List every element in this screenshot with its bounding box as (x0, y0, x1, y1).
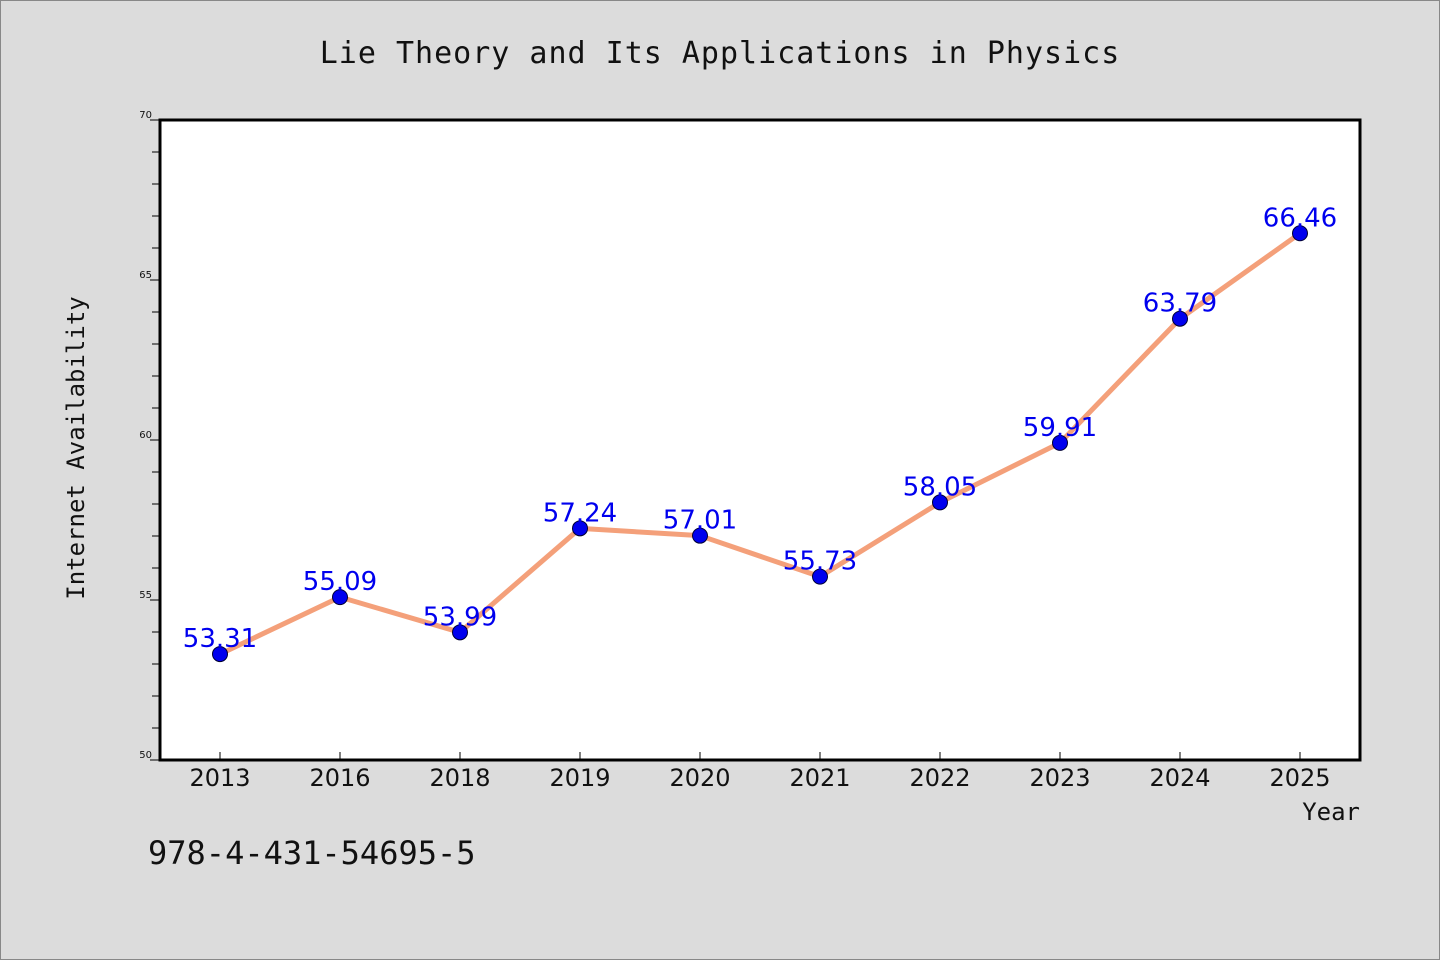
data-point (332, 589, 348, 606)
y-tick-label: 60 (139, 430, 152, 441)
x-tick-label: 2023 (1029, 764, 1090, 792)
data-point (212, 646, 228, 663)
y-tick-label: 50 (139, 750, 152, 761)
data-point (572, 520, 588, 537)
data-point (692, 527, 708, 544)
data-label: 57.24 (543, 498, 617, 528)
x-axis-label: Year (1302, 798, 1360, 826)
y-axis: 50 55 60 65 70 (139, 110, 160, 761)
y-tick-label: 55 (139, 590, 152, 601)
data-label: 55.73 (783, 547, 857, 577)
x-tick-label: 2016 (309, 764, 370, 792)
chart-title: Lie Theory and Its Applications in Physi… (320, 36, 1121, 71)
x-tick-label: 2022 (909, 764, 970, 792)
isbn-code: 978-4-431-54695-5 (148, 834, 476, 872)
data-label: 53.99 (423, 602, 497, 632)
y-tick-label: 70 (139, 110, 152, 121)
x-tick-label: 2018 (429, 764, 490, 792)
x-tick-label: 2025 (1269, 764, 1330, 792)
x-tick-label: 2013 (189, 764, 250, 792)
plot-area (158, 118, 1362, 762)
data-labels-group: 53.31 55.09 53.99 57.24 57.01 55.73 58.05 59.91… (183, 203, 1337, 654)
markers-group (212, 225, 1308, 663)
x-tick-label: 2020 (669, 764, 730, 792)
series-line-group (217, 230, 1303, 657)
data-label: 55.09 (303, 567, 377, 597)
x-tick-label: 2024 (1149, 764, 1210, 792)
data-label: 58.05 (903, 472, 977, 502)
data-point (1292, 225, 1308, 242)
data-point (452, 624, 468, 641)
y-axis-label: Internet Availability (62, 296, 90, 599)
data-point (932, 494, 948, 511)
data-point (1052, 434, 1068, 451)
y-tick-label: 65 (139, 270, 152, 281)
data-label: 66.46 (1263, 203, 1337, 233)
data-label: 57.01 (663, 506, 737, 536)
data-label: 63.79 (1143, 289, 1217, 319)
data-point (1172, 310, 1188, 327)
data-point (812, 568, 828, 585)
series-line (217, 230, 1303, 657)
x-tick-label: 2019 (549, 764, 610, 792)
data-label: 53.31 (183, 624, 257, 654)
x-axis: 2013 2016 2018 2019 2020 2021 2022 2023 2024 2025 (189, 752, 1331, 792)
data-label: 59.91 (1023, 413, 1097, 443)
x-tick-label: 2021 (789, 764, 850, 792)
